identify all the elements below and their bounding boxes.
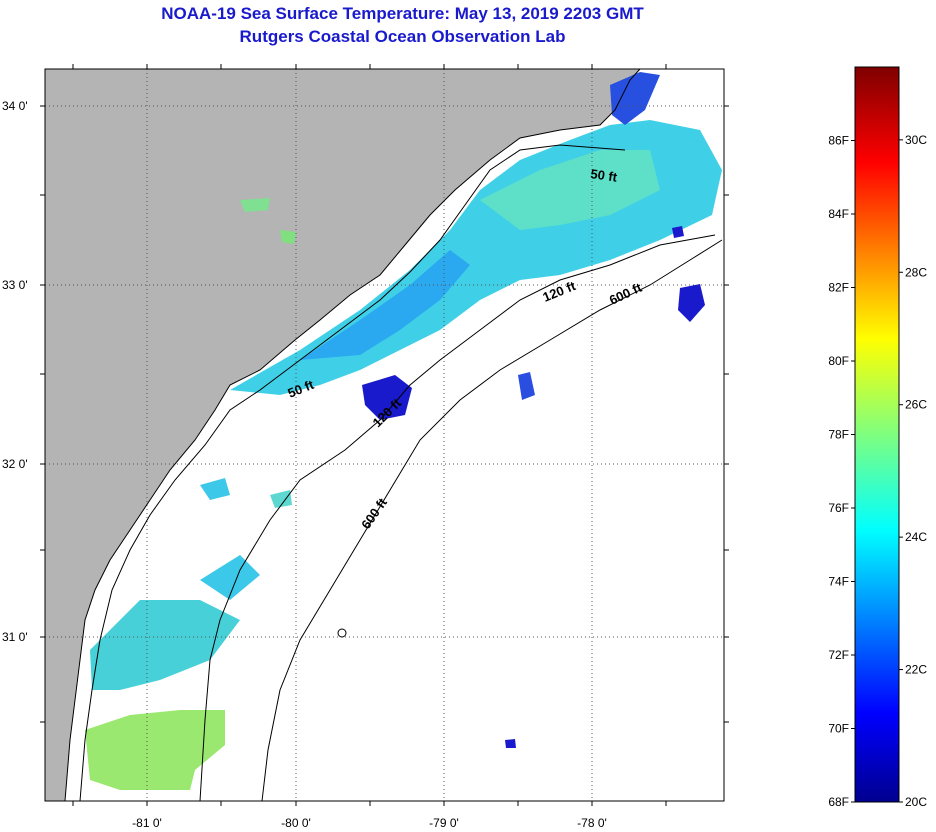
colorbar-f-label: 74F xyxy=(828,575,849,589)
contour-label-50ft-north: 50 ft xyxy=(590,166,619,185)
lon-label-80: -80 0' xyxy=(281,816,311,830)
colorbar-f-label: 82F xyxy=(828,281,849,295)
coastline xyxy=(64,69,641,801)
colorbar-c-label: 22C xyxy=(905,663,927,677)
colorbar-c-label: 30C xyxy=(905,133,927,147)
land-area xyxy=(45,69,640,801)
lat-label-31: 31 0' xyxy=(2,630,28,644)
colorbar-fahrenheit-scale: 86F 84F 82F 80F 78F 76F 74F 72F 70F 68F xyxy=(828,134,855,809)
colorbar-c-label: 26C xyxy=(905,398,927,412)
colorbar-f-label: 86F xyxy=(828,134,849,148)
sst-patches xyxy=(85,72,722,790)
map-frame xyxy=(44,68,725,802)
map-ticks xyxy=(40,64,729,806)
colorbar-f-label: 70F xyxy=(828,722,849,736)
lat-label-32: 32 0' xyxy=(2,457,28,471)
colorbar-f-label: 72F xyxy=(828,648,849,662)
chart-subtitle: Rutgers Coastal Ocean Observation Lab xyxy=(239,27,566,46)
colorbar-celsius-scale: 30C 28C 26C 24C 22C 20C xyxy=(899,133,927,809)
colorbar-c-label: 20C xyxy=(905,795,927,809)
depth-contours xyxy=(79,144,723,801)
lon-label-81: -81 0' xyxy=(132,816,162,830)
lat-label-34: 34 0' xyxy=(2,99,28,113)
colorbar-f-label: 68F xyxy=(828,795,849,809)
colorbar xyxy=(854,66,900,803)
colorbar-f-label: 80F xyxy=(828,354,849,368)
colorbar-f-label: 78F xyxy=(828,428,849,442)
lon-label-79: -79 0' xyxy=(429,816,459,830)
chart-title: NOAA-19 Sea Surface Temperature: May 13,… xyxy=(161,4,644,23)
colorbar-c-label: 24C xyxy=(905,530,927,544)
colorbar-c-label: 28C xyxy=(905,265,927,279)
colorbar-f-label: 76F xyxy=(828,501,849,515)
colorbar-f-label: 84F xyxy=(828,207,849,221)
lat-label-33: 33 0' xyxy=(2,278,28,292)
lon-label-78: -78 0' xyxy=(577,816,607,830)
